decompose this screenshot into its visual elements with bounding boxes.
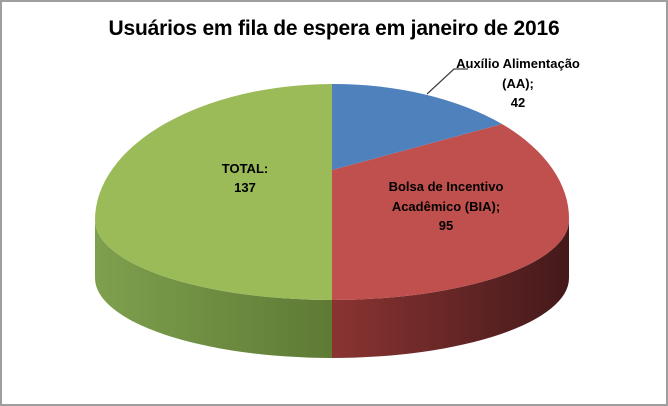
label-total-line1: TOTAL: (221, 161, 269, 176)
leader-line-aa (426, 68, 468, 95)
label-bia-line3: 95 (438, 218, 454, 233)
label-bia-line2: Acadêmico (BIA); (391, 198, 501, 214)
label-total: TOTAL: 137 (145, 159, 345, 197)
pie-slice-aa (332, 83, 502, 170)
pie-slice-bia (332, 124, 570, 300)
pie-slice-total (95, 84, 332, 300)
label-aa-line2: (AA); (502, 75, 534, 91)
label-aa-line3: 42 (510, 95, 526, 110)
chart-title: Usuários em fila de espera em janeiro de… (108, 17, 560, 40)
pie-side-total (95, 220, 332, 358)
label-aa: Auxílio Alimentação (AA); 42 (418, 54, 618, 113)
pie-side-bia (332, 220, 569, 358)
label-bia: Bolsa de Incentivo Acadêmico (BIA); 95 (346, 177, 546, 236)
label-bia-line1: Bolsa de Incentivo (388, 179, 504, 194)
label-aa-line1: Auxílio Alimentação (456, 56, 580, 71)
label-total-line2: 137 (234, 180, 256, 195)
